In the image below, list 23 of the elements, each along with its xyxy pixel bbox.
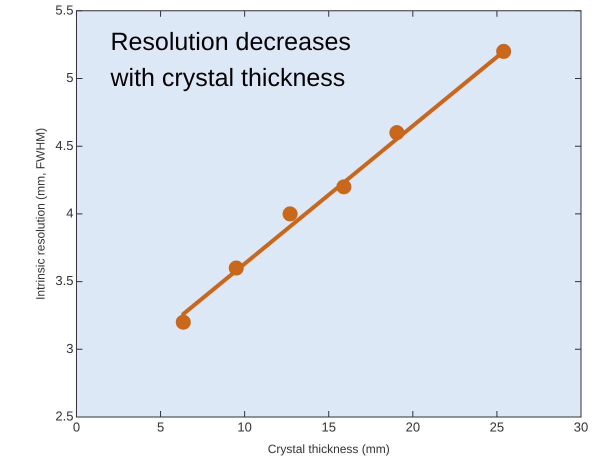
point [282,206,298,222]
y-tick-label: 5 [66,70,74,86]
x-tick-label: 25 [490,419,504,434]
y-tick-label: 3.5 [55,273,74,288]
y-tick-label: 5.5 [55,2,74,18]
x-tick-label: 0 [72,419,80,434]
x-tick-label: 5 [156,419,164,434]
point [389,125,404,140]
y-tick-label: 3 [66,340,74,356]
point [336,179,352,194]
x-tick-label: 20 [406,419,420,434]
x-tick-label: 30 [574,419,588,434]
annotation: Resolution decreases with crystal thickness [109,28,351,92]
x-tick-label: 10 [237,419,252,434]
y-tick-label: 4 [66,205,74,220]
y-axis-title: Intrinsic resolution (mm, FWHM) [34,128,48,300]
point [496,44,512,59]
y-tick-label: 2.5 [55,408,74,424]
x-tick-label: 15 [322,419,336,434]
x-axis-title: Crystal thickness (mm) [268,442,390,456]
point [228,260,244,276]
y-tick-label: 4.5 [55,138,74,153]
point [176,314,191,330]
